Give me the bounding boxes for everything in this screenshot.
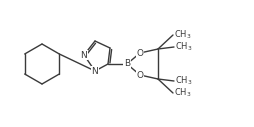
Text: N: N <box>80 51 87 60</box>
Text: CH$_3$: CH$_3$ <box>173 29 191 41</box>
Text: O: O <box>136 49 143 58</box>
Text: CH$_3$: CH$_3$ <box>173 87 191 99</box>
Text: B: B <box>123 60 130 68</box>
Text: CH$_3$: CH$_3$ <box>174 41 192 53</box>
Text: CH$_3$: CH$_3$ <box>174 75 192 87</box>
Text: N: N <box>91 67 98 75</box>
Text: O: O <box>136 70 143 80</box>
